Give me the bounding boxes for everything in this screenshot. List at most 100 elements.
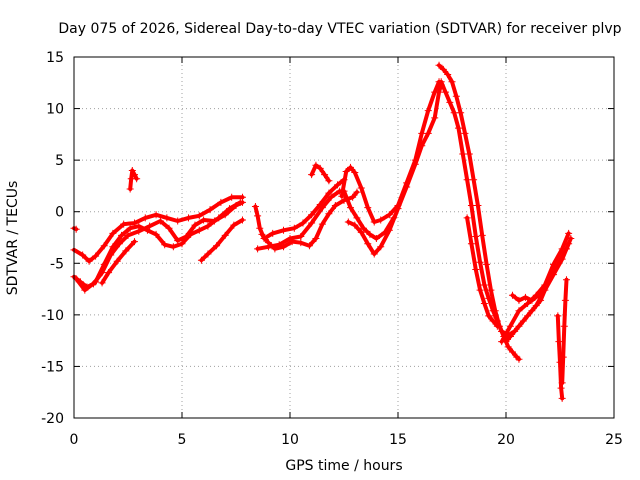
series-s11: [308, 161, 333, 185]
data-point-marker: [370, 218, 378, 226]
data-point-marker: [555, 338, 563, 346]
series-s21: [498, 229, 573, 346]
data-point-marker: [541, 281, 549, 289]
data-point-marker: [346, 163, 354, 171]
data-point-marker: [521, 293, 529, 301]
data-point-marker: [476, 258, 484, 266]
data-point-marker: [206, 206, 214, 214]
data-point-marker: [424, 129, 432, 137]
data-point-marker: [472, 232, 480, 240]
data-point-marker: [558, 379, 566, 387]
data-point-marker: [79, 251, 87, 259]
data-point-marker: [461, 129, 469, 137]
y-tick-label: -10: [41, 308, 64, 324]
data-point-marker: [152, 211, 160, 219]
x-tick-label: 5: [178, 432, 187, 448]
data-point-marker: [491, 312, 499, 320]
data-point-marker: [515, 355, 523, 363]
data-point-marker: [118, 231, 126, 239]
data-point-marker: [191, 221, 199, 229]
data-point-marker: [321, 171, 329, 179]
data-point-marker: [446, 98, 454, 106]
data-point-marker: [439, 65, 447, 73]
data-point-marker: [452, 92, 460, 100]
data-point-marker: [204, 250, 212, 258]
y-axis-tick-labels: -20 -15 -10 -5 0 5 10 15: [41, 50, 64, 427]
data-point-marker: [508, 348, 516, 356]
data-point-marker: [467, 240, 475, 248]
data-point-marker: [377, 216, 385, 224]
data-point-marker: [128, 166, 136, 174]
data-point-marker: [418, 129, 426, 137]
data-point-marker: [465, 150, 473, 158]
series-s15: [435, 61, 523, 363]
data-point-marker: [463, 176, 471, 184]
data-point-marker: [297, 232, 305, 240]
data-point-marker: [215, 214, 223, 222]
data-point-marker: [169, 243, 177, 251]
x-tick-label: 15: [389, 432, 407, 448]
data-point-marker: [554, 312, 562, 320]
data-point-marker: [325, 189, 333, 197]
data-point-marker: [508, 291, 516, 299]
data-point-marker: [506, 322, 514, 330]
y-tick-label: 15: [46, 50, 64, 66]
data-point-marker: [511, 327, 519, 335]
data-point-marker: [327, 193, 335, 201]
data-point-marker: [435, 88, 443, 96]
data-point-marker: [258, 230, 266, 238]
data-point-marker: [213, 242, 221, 250]
data-point-marker: [109, 243, 117, 251]
data-point-marker: [256, 224, 264, 232]
series-s10: [258, 188, 361, 253]
data-point-marker: [476, 286, 484, 294]
data-point-marker: [537, 296, 545, 304]
data-point-marker: [197, 256, 205, 264]
data-point-marker: [236, 198, 244, 206]
series-trace: [199, 218, 245, 263]
data-point-marker: [411, 160, 419, 168]
data-point-marker: [353, 214, 361, 222]
data-point-marker: [489, 307, 497, 315]
x-tick-label: 10: [281, 432, 299, 448]
data-point-marker: [269, 229, 277, 237]
y-tick-label: -5: [50, 256, 64, 272]
data-point-marker: [174, 217, 182, 225]
data-point-marker: [478, 231, 486, 239]
data-point-marker: [238, 216, 246, 224]
data-point-marker: [126, 185, 134, 193]
data-point-marker: [344, 218, 352, 226]
data-point-marker: [470, 176, 478, 184]
data-point-marker: [532, 291, 540, 299]
series-s01: [70, 224, 80, 233]
data-point-marker: [133, 175, 141, 183]
data-point-marker: [122, 247, 130, 255]
data-point-marker: [457, 109, 465, 117]
data-point-marker: [204, 222, 212, 230]
data-point-marker: [381, 228, 389, 236]
data-point-marker: [195, 226, 203, 234]
series-trace: [465, 215, 500, 329]
data-point-marker: [515, 296, 523, 304]
series-s07: [197, 216, 246, 264]
data-point-marker: [558, 394, 566, 402]
data-point-marker: [459, 150, 467, 158]
series-trace: [560, 277, 569, 385]
data-point-marker: [485, 294, 493, 302]
data-point-marker: [550, 260, 558, 268]
data-point-marker: [346, 204, 354, 212]
data-point-marker: [340, 187, 348, 195]
data-point-marker: [290, 224, 298, 232]
y-axis-label: SDTVAR / TECUs: [5, 181, 21, 296]
data-point-marker: [528, 307, 536, 315]
plot-frame: [73, 56, 615, 419]
data-point-marker: [364, 204, 372, 212]
axis-ticks: [73, 56, 615, 419]
data-point-marker: [394, 205, 402, 213]
series-s05: [98, 238, 138, 287]
data-point-marker: [403, 183, 411, 191]
data-point-marker: [557, 384, 565, 392]
series-trace: [439, 79, 513, 344]
data-point-marker: [105, 269, 113, 277]
